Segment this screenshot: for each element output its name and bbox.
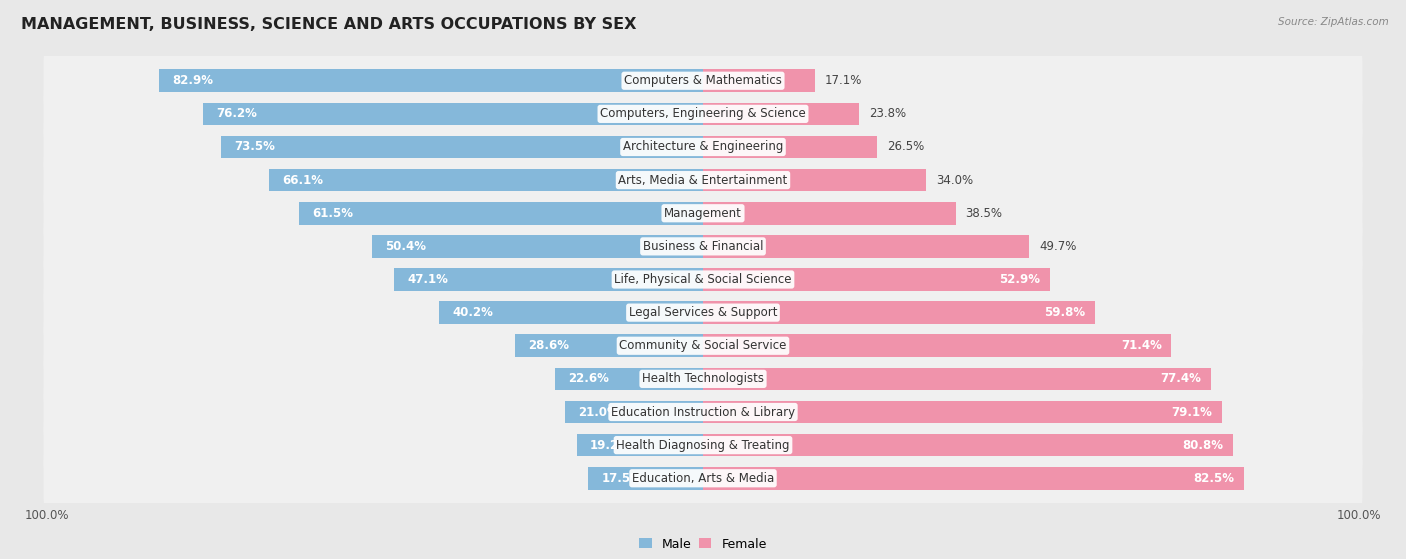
Text: 71.4%: 71.4% [1121,339,1161,352]
Text: 17.1%: 17.1% [825,74,862,87]
Text: 80.8%: 80.8% [1182,439,1223,452]
Text: 26.5%: 26.5% [887,140,924,154]
Text: 66.1%: 66.1% [283,174,323,187]
Text: 77.4%: 77.4% [1160,372,1201,385]
FancyBboxPatch shape [44,179,1362,247]
FancyBboxPatch shape [44,47,1362,115]
Text: 22.6%: 22.6% [568,372,609,385]
Bar [703,202,956,225]
Bar [703,467,1244,490]
Bar [703,401,1222,423]
Text: 79.1%: 79.1% [1171,405,1212,419]
Text: Health Diagnosing & Treating: Health Diagnosing & Treating [616,439,790,452]
Bar [703,268,1050,291]
Bar [516,334,703,357]
Bar [703,169,927,191]
Bar [373,235,703,258]
FancyBboxPatch shape [44,378,1362,446]
Bar [394,268,703,291]
Bar [202,103,703,125]
Bar [703,235,1029,258]
FancyBboxPatch shape [44,279,1362,347]
Text: Education, Arts & Media: Education, Arts & Media [631,472,775,485]
Text: Computers & Mathematics: Computers & Mathematics [624,74,782,87]
Text: 50.4%: 50.4% [385,240,426,253]
FancyBboxPatch shape [44,113,1362,181]
Text: 28.6%: 28.6% [529,339,569,352]
Text: Education Instruction & Library: Education Instruction & Library [612,405,794,419]
Bar [703,103,859,125]
Text: 23.8%: 23.8% [869,107,905,120]
Text: 17.5%: 17.5% [602,472,643,485]
FancyBboxPatch shape [44,411,1362,479]
Text: 34.0%: 34.0% [936,174,973,187]
Text: 73.5%: 73.5% [233,140,274,154]
Text: Health Technologists: Health Technologists [643,372,763,385]
Bar [555,368,703,390]
Text: 38.5%: 38.5% [966,207,1002,220]
FancyBboxPatch shape [44,246,1362,313]
Text: Arts, Media & Entertainment: Arts, Media & Entertainment [619,174,787,187]
Bar [159,69,703,92]
Bar [588,467,703,490]
Bar [703,334,1171,357]
Bar [703,69,815,92]
Legend: Male, Female: Male, Female [640,538,766,551]
Text: Computers, Engineering & Science: Computers, Engineering & Science [600,107,806,120]
Text: Life, Physical & Social Science: Life, Physical & Social Science [614,273,792,286]
Text: 82.5%: 82.5% [1194,472,1234,485]
Text: 40.2%: 40.2% [453,306,494,319]
FancyBboxPatch shape [44,80,1362,148]
Text: 61.5%: 61.5% [312,207,353,220]
Text: Community & Social Service: Community & Social Service [619,339,787,352]
Text: 21.0%: 21.0% [578,405,619,419]
Text: 82.9%: 82.9% [172,74,214,87]
Text: Architecture & Engineering: Architecture & Engineering [623,140,783,154]
Bar [703,301,1095,324]
Bar [270,169,703,191]
Text: 52.9%: 52.9% [1000,273,1040,286]
Bar [221,136,703,158]
Bar [703,434,1233,456]
FancyBboxPatch shape [44,345,1362,413]
Bar [703,136,877,158]
FancyBboxPatch shape [44,146,1362,214]
Text: 47.1%: 47.1% [408,273,449,286]
Bar [565,401,703,423]
FancyBboxPatch shape [44,212,1362,280]
Bar [576,434,703,456]
Text: Business & Financial: Business & Financial [643,240,763,253]
Text: MANAGEMENT, BUSINESS, SCIENCE AND ARTS OCCUPATIONS BY SEX: MANAGEMENT, BUSINESS, SCIENCE AND ARTS O… [21,17,637,32]
Text: 76.2%: 76.2% [217,107,257,120]
Text: 49.7%: 49.7% [1039,240,1077,253]
Bar [299,202,703,225]
FancyBboxPatch shape [44,444,1362,512]
Text: Management: Management [664,207,742,220]
Text: Legal Services & Support: Legal Services & Support [628,306,778,319]
Text: 59.8%: 59.8% [1045,306,1085,319]
FancyBboxPatch shape [44,312,1362,380]
Bar [703,368,1211,390]
Text: 19.2%: 19.2% [591,439,631,452]
Text: Source: ZipAtlas.com: Source: ZipAtlas.com [1278,17,1389,27]
Bar [439,301,703,324]
